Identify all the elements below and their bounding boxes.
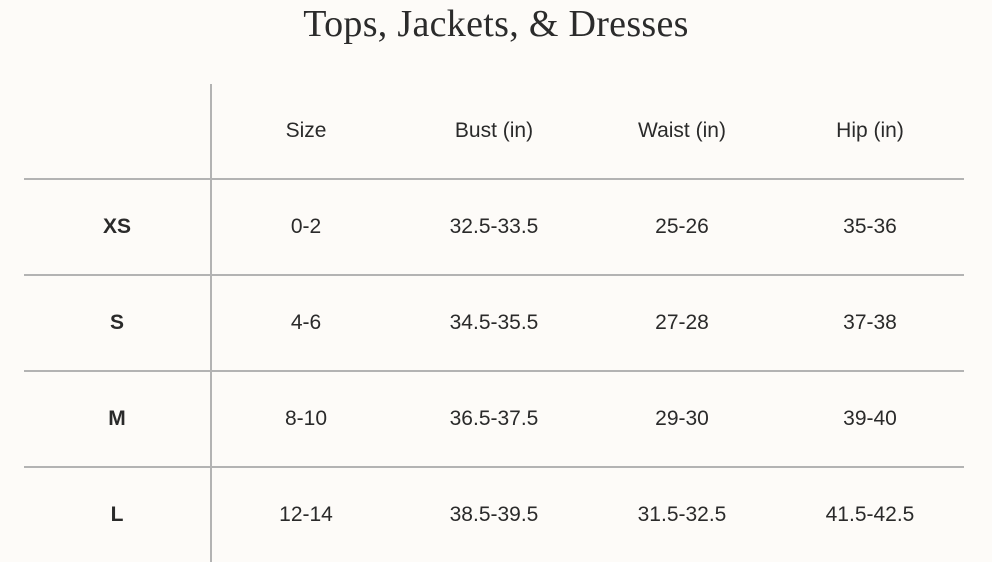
header-corner [24,84,212,178]
table-row: L 12-14 38.5-39.5 31.5-32.5 41.5-42.5 [24,468,964,562]
row-label: S [24,276,212,370]
hip-cell: 37-38 [843,311,897,334]
hip-cell: 41.5-42.5 [825,503,915,526]
table-row: S 4-6 34.5-35.5 27-28 37-38 [24,276,964,372]
waist-cell: 31.5-32.5 [637,503,727,526]
row-label: XS [24,180,212,274]
header-bust: Bust (in) [454,119,534,142]
size-cell: 8-10 [284,407,328,430]
row-label: M [24,372,212,466]
size-cell: 0-2 [290,215,322,238]
waist-cell: 25-26 [655,215,709,238]
bust-cell: 32.5-33.5 [449,215,539,238]
waist-cell: 27-28 [655,311,709,334]
header-hip: Hip (in) [836,119,904,142]
bust-cell: 38.5-39.5 [449,503,539,526]
page-title: Tops, Jackets, & Dresses [303,3,689,45]
table-row: M 8-10 36.5-37.5 29-30 39-40 [24,372,964,468]
size-cell: 4-6 [290,311,322,334]
hip-cell: 39-40 [843,407,897,430]
bust-cell: 36.5-37.5 [449,407,539,430]
row-label: L [24,468,212,562]
table-row: XS 0-2 32.5-33.5 25-26 35-36 [24,180,964,276]
hip-cell: 35-36 [843,215,897,238]
bust-cell: 34.5-35.5 [449,311,539,334]
size-chart-table: Size Bust (in) Waist (in) Hip (in) XS 0-… [24,84,964,562]
waist-cell: 29-30 [655,407,709,430]
table-header-row: Size Bust (in) Waist (in) Hip (in) [24,84,964,180]
header-size: Size [285,119,327,142]
header-waist: Waist (in) [638,119,726,142]
size-cell: 12-14 [279,503,333,526]
